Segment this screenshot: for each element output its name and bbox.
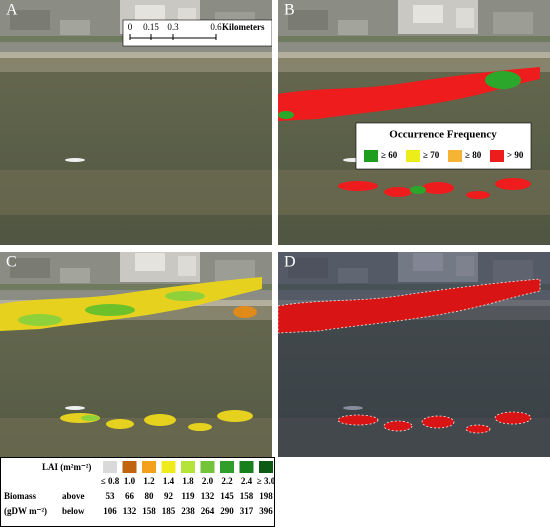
biomass-below: 396 <box>259 506 273 516</box>
lai-table: LAI (m²m⁻²) Biomass (gDW m⁻²) above belo… <box>0 457 276 527</box>
biomass-below: 264 <box>201 506 215 516</box>
biomass-above: 53 <box>106 491 116 501</box>
panel-c: C <box>0 252 272 457</box>
lai-swatch <box>239 461 254 473</box>
biomass-below: 106 <box>103 506 117 516</box>
lai-swatch <box>122 461 137 473</box>
below-label: below <box>62 506 85 516</box>
above-label: above <box>62 491 85 501</box>
biomass-above: 66 <box>125 491 135 501</box>
panel-label: A <box>6 2 18 19</box>
legend-swatch <box>364 150 378 162</box>
lai-swatch <box>103 461 117 473</box>
scale-tick: 0.3 <box>167 22 179 32</box>
biomass-above: 145 <box>220 491 234 501</box>
lai-class: ≤ 0.8 <box>101 476 120 486</box>
panel-d: D <box>278 252 550 457</box>
biomass-above: 132 <box>201 491 215 501</box>
legend-label: ≥ 70 <box>423 150 440 160</box>
legend-label: ≥ 80 <box>465 150 482 160</box>
biomass-below: 290 <box>220 506 234 516</box>
biomass-above: 80 <box>145 491 155 501</box>
legend-title: Occurrence Frequency <box>389 129 497 141</box>
lai-swatch <box>220 461 234 473</box>
biomass-label: Biomass <box>4 491 37 501</box>
biomass-above: 158 <box>240 491 254 501</box>
scale-unit: Kilometers <box>222 22 265 32</box>
biomass-unit: (gDW m⁻²) <box>4 506 47 516</box>
panel-label: C <box>6 254 17 271</box>
lai-class: 1.0 <box>124 476 136 486</box>
lai-swatch <box>200 461 215 473</box>
biomass-above: 119 <box>181 491 195 501</box>
lai-swatch <box>259 461 273 473</box>
lai-class: 2.4 <box>241 476 253 486</box>
lai-class: ≥ 3.0 <box>257 476 276 486</box>
biomass-above: 92 <box>164 491 174 501</box>
scale-tick: 0.6 <box>210 22 222 32</box>
scale-tick: 0 <box>128 22 133 32</box>
legend-swatch <box>490 150 504 162</box>
lai-class: 1.2 <box>143 476 155 486</box>
lai-swatch <box>181 461 195 473</box>
scale-tick: 0.15 <box>143 22 159 32</box>
legend-swatch <box>406 150 420 162</box>
panel-b: Occurrence Frequency ≥ 60 ≥ 70 ≥ 80 > 90 B <box>278 0 550 245</box>
lai-class: 1.4 <box>163 476 175 486</box>
legend-swatch <box>448 150 462 162</box>
biomass-below: 238 <box>181 506 195 516</box>
biomass-below: 317 <box>240 506 254 516</box>
lai-swatch <box>161 461 176 473</box>
legend-label: ≥ 60 <box>381 150 398 160</box>
biomass-below: 158 <box>142 506 156 516</box>
lai-class: 2.0 <box>202 476 214 486</box>
biomass-above: 198 <box>259 491 273 501</box>
lai-class: 1.8 <box>182 476 194 486</box>
lai-class: 2.2 <box>221 476 233 486</box>
panel-label: D <box>284 254 296 271</box>
lai-swatch <box>142 461 156 473</box>
biomass-below: 132 <box>123 506 137 516</box>
panel-label: B <box>284 2 295 19</box>
legend-label: > 90 <box>507 150 524 160</box>
panel-a: 0 0.15 0.3 0.6 Kilometers A <box>0 0 272 245</box>
biomass-below: 185 <box>162 506 176 516</box>
lai-label: LAI (m²m⁻²) <box>42 462 91 472</box>
